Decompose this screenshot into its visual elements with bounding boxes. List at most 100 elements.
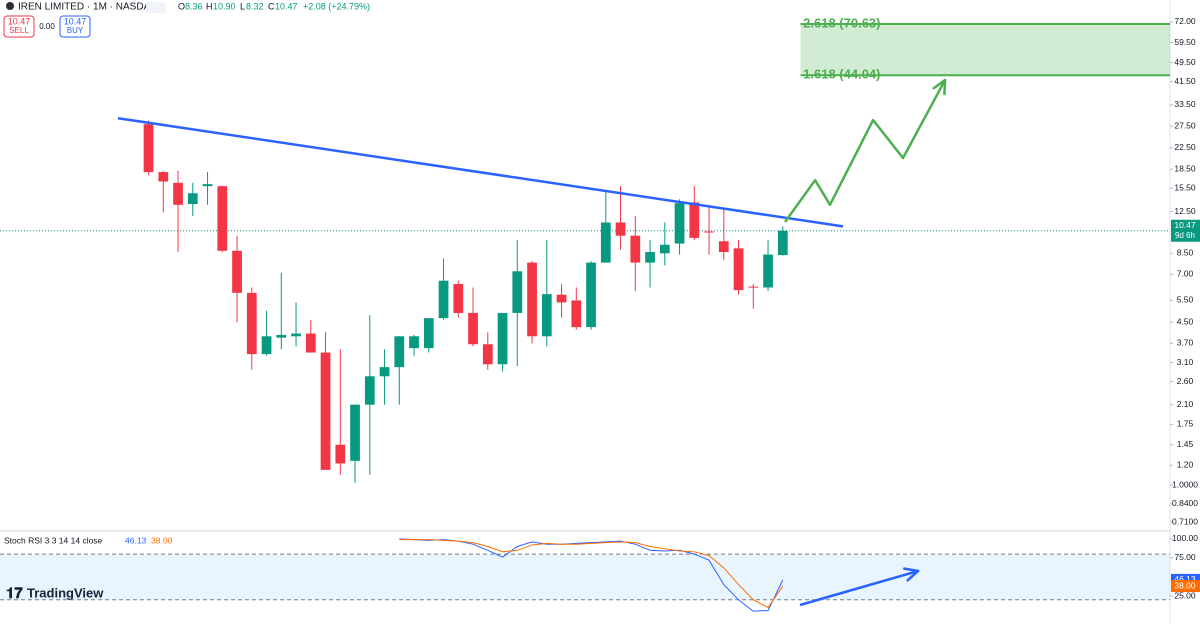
y-tick-label: 7.00 [1177,269,1194,279]
candle-body [718,241,729,253]
symbol: IREN LIMITED · 1M · NASDAQ [18,2,158,13]
candle-body [527,262,537,337]
y-tick-label: 33.50 [1174,99,1196,109]
y-tick-label: 72.00 [1174,16,1196,26]
quote-value: 10.90 [213,1,236,11]
quote-value: 8.32 [246,1,264,11]
symbol-icon [6,2,14,10]
candle-body [143,124,154,173]
y-tick-label: 41.50 [1174,76,1196,86]
stoch-line [399,539,784,609]
candle-body [541,294,552,337]
candle-body [659,244,670,254]
compare-icon[interactable] [146,2,166,13]
indicator-value: 38.00 [151,535,173,545]
candle-body [423,318,434,349]
quote-value: 10.47 [275,1,298,11]
stoch-band [0,554,1170,600]
candle-body [453,284,464,313]
buy-price: 10.47 [64,16,87,26]
y-tick-label: 27.50 [1174,120,1196,130]
candle-body [571,300,582,328]
candle-body [276,334,287,338]
brand-logo: 𝟏𝟕 [6,585,23,602]
y-tick-label: 4.50 [1177,316,1194,326]
candle-body [763,254,773,288]
y-tick-label: 2.60 [1177,376,1194,386]
stoch-arrowhead [906,569,920,582]
target-zone [800,24,1170,76]
stoch-arrow [799,569,919,607]
y-tick-label: 15.50 [1174,183,1196,193]
sell-price: 10.47 [8,16,31,26]
projection-arrowhead [932,78,947,90]
candle-body [600,222,611,263]
candle-body [173,182,183,205]
y-tick-label: 75.00 [1174,552,1196,562]
fib-level-label: 2.618 (70.63) [803,15,880,30]
y-tick-label: 100.00 [1172,533,1198,543]
candle-body [704,231,714,233]
buy-button[interactable] [59,15,91,38]
y-tick-label: 1.45 [1177,439,1194,449]
candle-body [291,333,301,337]
candle-body [320,352,331,470]
candle-body [689,202,700,238]
fib-level-label: 1.618 (44.04) [803,67,880,82]
quote-label: L [240,1,245,11]
y-tick-label: 22.50 [1174,142,1196,152]
y-tick-label: 25.00 [1174,590,1196,600]
sell-label: SELL [9,26,29,35]
projection-arrowhead [943,78,947,96]
y-tick-label: 12.50 [1174,206,1196,216]
y-tick-label: 1.0000 [1172,479,1198,489]
candle-body [468,312,478,345]
candle-body [305,333,316,353]
candle-body [246,292,257,355]
candle-body [261,336,272,355]
candle-body [438,280,449,319]
candle-body [335,444,346,464]
spread: 0.00 [39,22,55,31]
y-tick-label: 59.50 [1174,37,1196,47]
candle-body [512,271,523,313]
candle-body [379,367,390,377]
y-tick-label: 2.10 [1177,399,1194,409]
candle-body [645,252,655,263]
sell-button[interactable] [3,15,35,38]
candle-body [202,184,213,187]
brand: 𝟏𝟕 TradingView [6,585,104,602]
trendline [117,116,844,228]
brand-name: TradingView [27,585,104,600]
candle-body [733,248,744,291]
candle-body [350,404,360,461]
candle-body [615,222,626,236]
candle-body [232,250,242,293]
stoch-line [399,538,784,612]
header: IREN LIMITED · 1M · NASDAQ 10.47 SELL 0.… [3,2,166,38]
buy-label: BUY [67,26,84,35]
y-tick-label: 18.50 [1174,163,1196,173]
projection-path [784,79,947,223]
candle-body [217,186,228,251]
indicator-axis-label: 38.00 [1174,580,1196,590]
candle-body [556,294,567,303]
quote-value: +2.08 (+24.79%) [303,1,370,11]
candle-body [497,312,508,365]
countdown-label: 9d 6h [1175,231,1195,240]
indicator-axis-label: 46.13 [1174,574,1196,584]
stoch-arrowhead [903,567,920,573]
candle-body [187,193,198,205]
y-tick-label: 1.75 [1177,419,1194,429]
indicator-badge [1171,580,1200,593]
candle-body [482,344,493,365]
last-price-badge [1171,219,1200,242]
last-price-label: 10.47 [1174,220,1196,230]
candle-body [364,376,375,405]
candle-body [777,230,788,256]
quote-value: 8.36 [185,1,203,11]
candle-body [748,286,759,288]
candle-body [409,336,419,349]
